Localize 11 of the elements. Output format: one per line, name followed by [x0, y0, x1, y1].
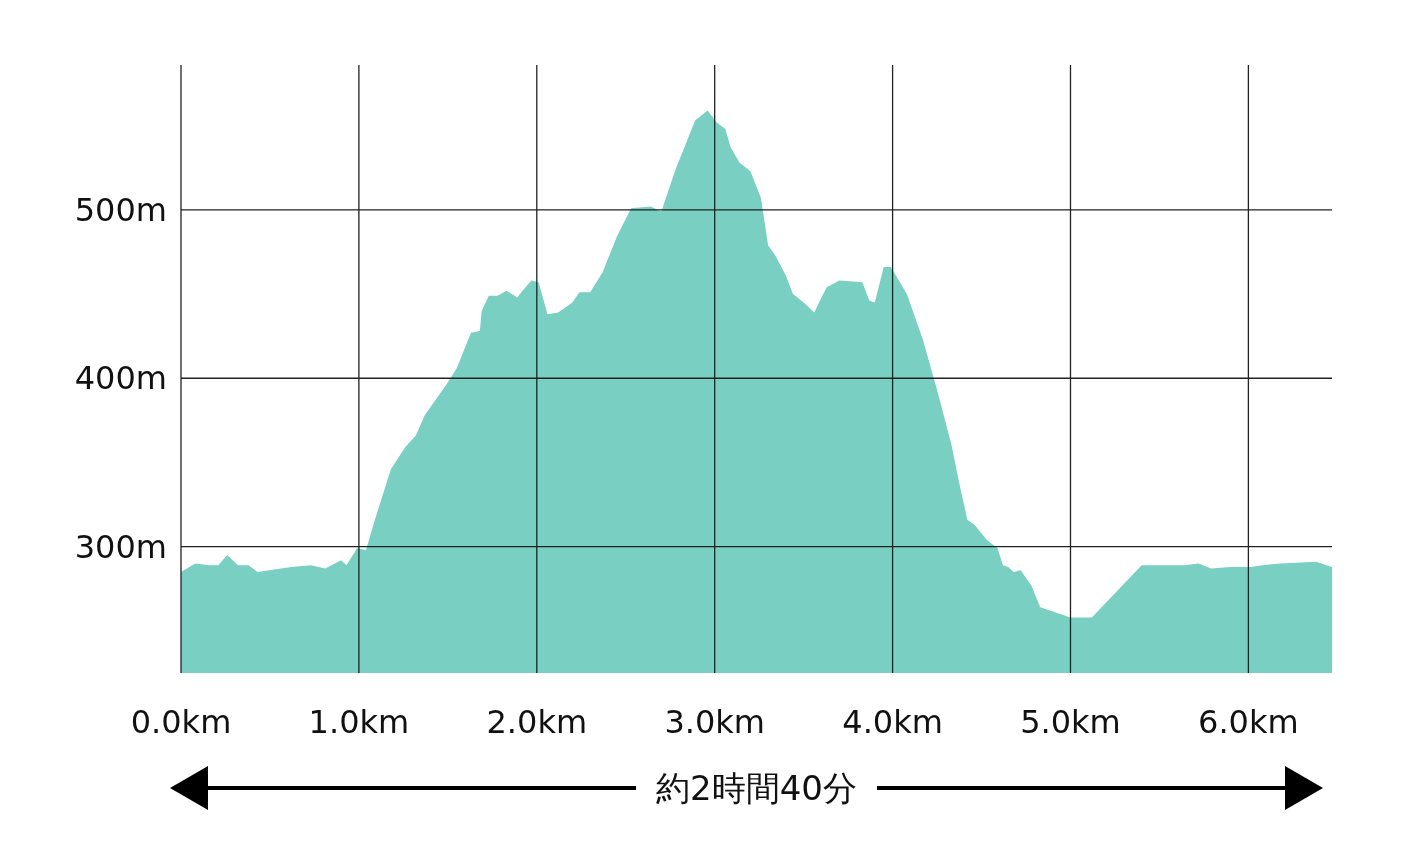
y-tick-label: 400m — [74, 359, 167, 398]
x-tick-label: 2.0km — [486, 703, 588, 741]
y-tick-label: 500m — [74, 190, 167, 229]
x-tick-label: 5.0km — [1020, 703, 1121, 741]
x-tick-label: 3.0km — [664, 703, 765, 741]
text: 約2時間40分 — [656, 768, 857, 808]
x-tick-label: 1.0km — [308, 703, 410, 741]
x-tick-label: 6.0km — [1198, 703, 1299, 741]
x-tick-label: 4.0km — [842, 703, 943, 741]
x-tick-label: 0.0km — [130, 703, 232, 741]
y-tick-label: 300m — [74, 527, 167, 566]
